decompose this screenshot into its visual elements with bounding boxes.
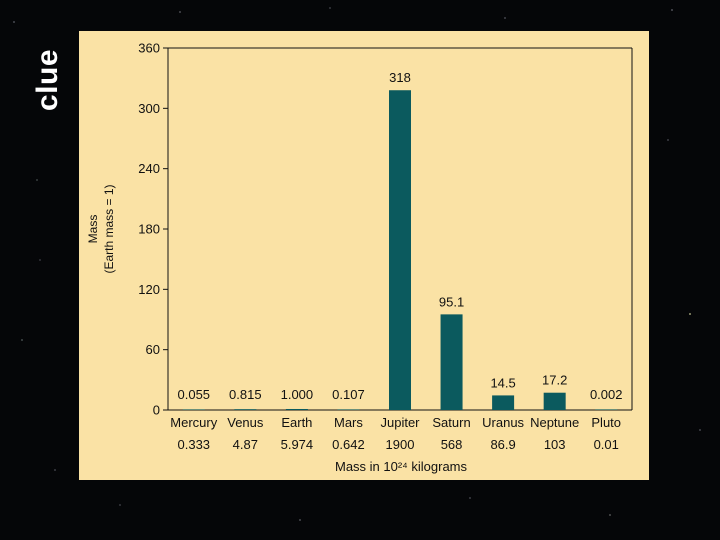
y-tick-label: 120 bbox=[138, 282, 160, 297]
mass-kg-label-pluto: 0.01 bbox=[594, 437, 619, 452]
bar-uranus bbox=[492, 395, 515, 410]
y-axis-title-line1: Mass bbox=[86, 215, 100, 244]
mass-kg-labels: 0.333 4.87 5.974 0.642 1900 568 86.9 103 0.01 bbox=[178, 437, 619, 452]
y-tick-label: 300 bbox=[138, 101, 160, 116]
category-label-jupiter: Jupiter bbox=[380, 415, 420, 430]
bar-saturn bbox=[440, 314, 463, 410]
bar-venus bbox=[234, 409, 257, 410]
mass-kg-label-jupiter: 1900 bbox=[386, 437, 415, 452]
mass-kg-label-venus: 4.87 bbox=[233, 437, 258, 452]
y-tick-label: 180 bbox=[138, 222, 160, 237]
category-label-mars: Mars bbox=[334, 415, 363, 430]
y-ticks: 0 60 120 180 240 300 360 bbox=[138, 41, 168, 418]
x-axis-title: Mass in 10²⁴ kilograms bbox=[335, 459, 468, 474]
category-label-uranus: Uranus bbox=[482, 415, 524, 430]
value-label-mars: 0.107 bbox=[332, 387, 365, 402]
mass-kg-label-earth: 5.974 bbox=[281, 437, 314, 452]
mass-kg-label-uranus: 86.9 bbox=[490, 437, 515, 452]
bar-mercury bbox=[182, 409, 205, 410]
value-label-jupiter: 318 bbox=[389, 70, 411, 85]
y-tick-label: 360 bbox=[138, 41, 160, 56]
category-label-mercury: Mercury bbox=[170, 415, 217, 430]
y-tick-label: 240 bbox=[138, 161, 160, 176]
clue-label: clue bbox=[20, 30, 76, 130]
bar-jupiter bbox=[389, 90, 411, 410]
value-label-saturn: 95.1 bbox=[439, 294, 464, 309]
bars bbox=[182, 90, 618, 410]
planet-mass-bar-chart: Mass (Earth mass = 1) 0 60 120 180 240 300 360… bbox=[86, 41, 633, 474]
category-label-saturn: Saturn bbox=[432, 415, 470, 430]
mass-kg-label-mercury: 0.333 bbox=[178, 437, 211, 452]
value-label-earth: 1.000 bbox=[281, 387, 314, 402]
category-labels: Mercury Venus Earth Mars Jupiter Saturn Uranus… bbox=[170, 415, 621, 430]
mass-kg-label-saturn: 568 bbox=[441, 437, 463, 452]
bar-pluto bbox=[595, 409, 618, 410]
value-label-uranus: 14.5 bbox=[490, 375, 515, 390]
category-label-pluto: Pluto bbox=[591, 415, 621, 430]
bar-neptune bbox=[543, 392, 566, 410]
bar-earth bbox=[285, 408, 308, 410]
value-label-mercury: 0.055 bbox=[178, 387, 211, 402]
mass-kg-label-mars: 0.642 bbox=[332, 437, 365, 452]
bar-value-labels: 0.055 0.815 1.000 0.107 318 95.1 14.5 17.2 0.002 bbox=[178, 70, 623, 402]
category-label-neptune: Neptune bbox=[530, 415, 579, 430]
category-label-venus: Venus bbox=[227, 415, 264, 430]
category-label-earth: Earth bbox=[281, 415, 312, 430]
chart-figure: Mass (Earth mass = 1) 0 60 120 180 240 300 360… bbox=[79, 31, 649, 480]
clue-text: clue bbox=[31, 48, 64, 112]
mass-kg-label-neptune: 103 bbox=[544, 437, 566, 452]
value-label-neptune: 17.2 bbox=[542, 373, 567, 388]
bar-mars bbox=[337, 409, 360, 410]
y-tick-label: 60 bbox=[146, 342, 160, 357]
value-label-venus: 0.815 bbox=[229, 387, 262, 402]
value-label-pluto: 0.002 bbox=[590, 387, 623, 402]
y-tick-label: 0 bbox=[153, 403, 160, 418]
y-axis-title-line2: (Earth mass = 1) bbox=[102, 184, 116, 273]
